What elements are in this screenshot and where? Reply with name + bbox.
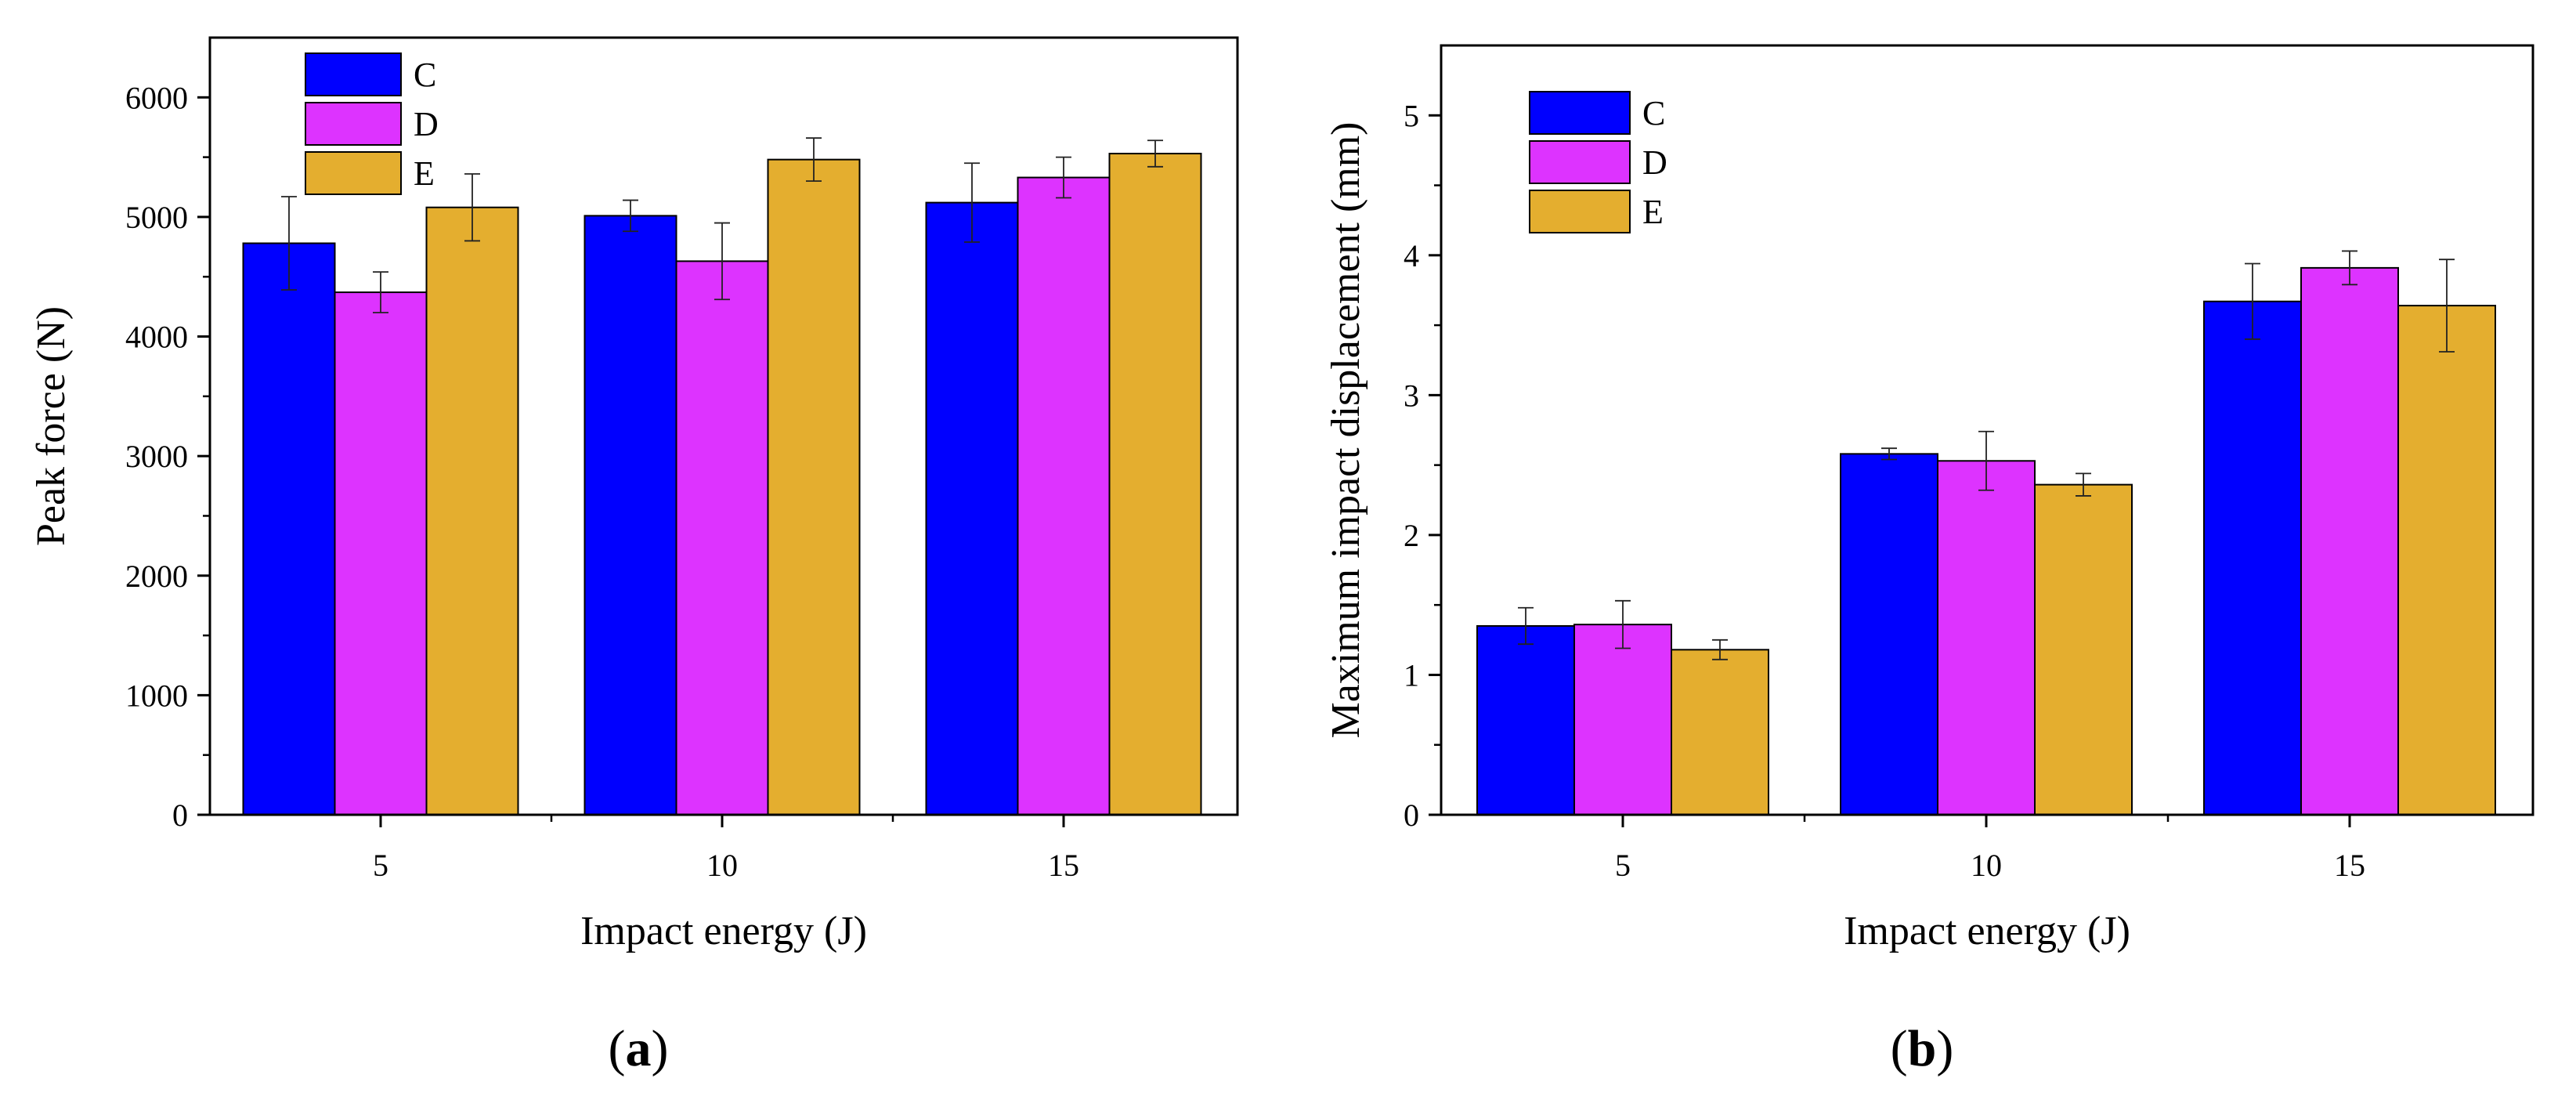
y-tick-label: 5 <box>1404 98 1419 133</box>
bar-e-5 <box>425 206 519 816</box>
legend-swatch-e <box>305 151 402 195</box>
bar-c-5 <box>1476 624 1575 816</box>
y-axis-title: Maximum impact displacement (mm) <box>1324 121 1368 738</box>
y-tick-label: 1 <box>1404 657 1419 693</box>
bar-c-15 <box>925 201 1019 816</box>
legend-swatch-d <box>305 102 402 146</box>
legend-label-c: C <box>414 56 436 94</box>
x-axis-title: Impact energy (J) <box>580 909 867 953</box>
bar-c-5 <box>242 242 336 816</box>
x-tick-label: 5 <box>1615 848 1631 883</box>
x-tick-label: 15 <box>1048 848 1079 883</box>
legend-label-d: D <box>414 105 439 143</box>
y-tick-label: 1000 <box>125 678 188 713</box>
legend-swatch-e <box>1529 190 1631 233</box>
y-tick-label: 3 <box>1404 378 1419 413</box>
legend-label-c: C <box>1642 94 1665 132</box>
legend-label-e: E <box>1642 193 1664 231</box>
y-tick-label: 3000 <box>125 439 188 474</box>
y-tick-label: 4 <box>1404 238 1419 273</box>
x-tick-label: 10 <box>706 848 738 883</box>
bar-d-5 <box>1573 624 1672 816</box>
bar-e-10 <box>767 158 861 816</box>
bar-d-15 <box>2300 266 2399 816</box>
bar-d-5 <box>334 291 428 816</box>
legend-swatch-c <box>305 52 402 96</box>
y-tick-label: 5000 <box>125 200 188 235</box>
bar-e-15 <box>1108 153 1202 816</box>
panel-letter: a <box>626 1020 652 1077</box>
bar-d-10 <box>675 260 769 816</box>
bar-c-10 <box>1840 453 1938 816</box>
y-tick-label: 2000 <box>125 559 188 594</box>
legend-label-e: E <box>414 154 435 193</box>
y-tick-label: 0 <box>1404 798 1419 833</box>
y-tick-label: 6000 <box>125 80 188 115</box>
bar-e-15 <box>2397 305 2496 816</box>
bar-d-10 <box>1937 460 2036 816</box>
x-tick-label: 15 <box>2334 848 2365 883</box>
plot-frame <box>208 36 1239 816</box>
y-tick-label: 2 <box>1404 518 1419 553</box>
legend-swatch-d <box>1529 140 1631 184</box>
bar-d-15 <box>1017 176 1111 816</box>
y-tick-label: 0 <box>172 798 188 833</box>
y-axis-title: Peak force (N) <box>29 306 74 546</box>
chart-panel-a: 0 1000 2000 3000 4000 5000 6000 5 10 15 Peak force… <box>29 36 1239 1077</box>
legend-label-d: D <box>1642 143 1667 182</box>
chart-panel-b: 0 1 2 3 4 5 5 10 15 Maximum impact displacement (… <box>1324 44 2534 1077</box>
x-tick-label: 10 <box>1971 848 2002 883</box>
x-axis-title: Impact energy (J) <box>1844 909 2130 953</box>
y-tick-label: 4000 <box>125 320 188 355</box>
panel-label: (b) <box>1891 1020 1954 1077</box>
panel-label: (a) <box>609 1020 669 1077</box>
bar-c-15 <box>2203 300 2302 816</box>
x-tick-label: 5 <box>373 848 388 883</box>
bar-e-5 <box>1671 649 1769 816</box>
panel-letter: b <box>1908 1020 1937 1077</box>
legend-swatch-c <box>1529 91 1631 135</box>
bar-c-10 <box>583 215 677 816</box>
bar-e-10 <box>2034 483 2133 816</box>
